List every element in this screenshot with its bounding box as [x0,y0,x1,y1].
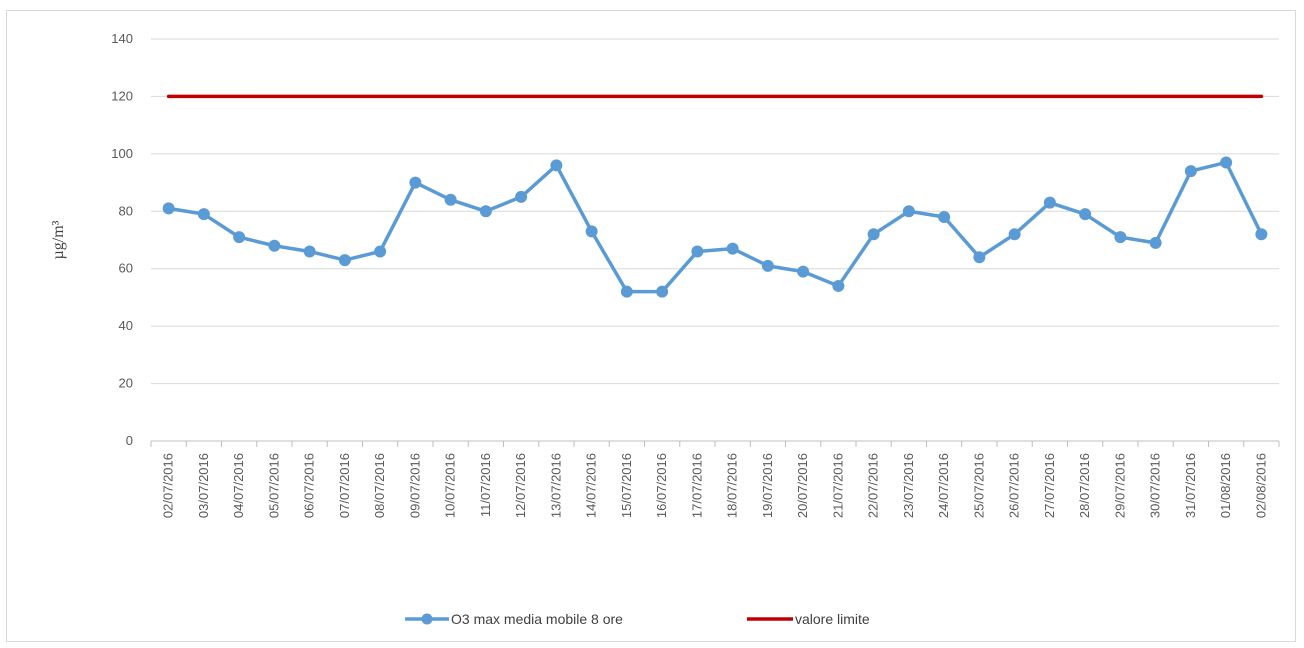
x-tick-label: 23/07/2016 [901,453,916,518]
data-point [338,254,351,267]
x-tick-label: 28/07/2016 [1077,453,1092,518]
x-tick-label: 02/07/2016 [161,453,176,518]
legend-marker [421,613,433,625]
data-point [832,279,845,292]
y-tick-label: 20 [119,376,133,391]
data-point [867,228,880,241]
data-point [656,285,669,298]
series-layer [162,94,1268,298]
legend-label: O3 max media mobile 8 ore [451,611,623,627]
data-point [1255,228,1268,241]
x-tick-label: 16/07/2016 [654,453,669,518]
x-tick-label: 22/07/2016 [866,453,881,518]
x-tick-label: 20/07/2016 [795,453,810,518]
gridlines [151,38,1279,385]
data-point [1184,165,1197,178]
data-point [233,231,246,244]
legend-label: valore limite [795,611,870,627]
x-tick-label: 08/07/2016 [372,453,387,518]
x-tick-label: 31/07/2016 [1183,453,1198,518]
x-tick-label: 30/07/2016 [1148,453,1163,518]
x-tick-label: 02/08/2016 [1253,453,1268,518]
x-tick-label: 06/07/2016 [302,453,317,518]
data-point [444,193,457,206]
legend: O3 max media mobile 8 ore valore limite [405,611,870,627]
data-point [691,245,704,258]
y-tick-label: 80 [119,203,133,218]
data-point [162,202,175,215]
x-tick-label: 01/08/2016 [1218,453,1233,518]
y-tick-label: 100 [111,146,133,161]
y-tick-label: 60 [119,261,133,276]
legend-item-series: O3 max media mobile 8 ore [405,611,623,627]
x-tick-label: 05/07/2016 [266,453,281,518]
data-point [1008,228,1021,241]
x-tick-label: 03/07/2016 [196,453,211,518]
data-point [585,225,598,238]
y-tick-label: 0 [126,433,133,448]
data-point [797,265,810,278]
data-point [938,211,951,224]
series-line [166,160,1264,294]
data-point [303,245,316,258]
y-axis-title: µg/m³ [50,220,67,259]
x-tick-label: 17/07/2016 [689,453,704,518]
x-tick-label: 19/07/2016 [760,453,775,518]
x-tick-label: 09/07/2016 [407,453,422,518]
data-point [374,245,387,258]
x-tick-label: 13/07/2016 [548,453,563,518]
x-tick-label: 11/07/2016 [478,453,493,517]
x-tick-label: 25/07/2016 [971,453,986,518]
x-tick-label: 21/07/2016 [830,453,845,518]
data-point [268,239,281,252]
x-tick-label: 18/07/2016 [725,453,740,518]
data-point [1220,156,1233,169]
x-tick-label: 26/07/2016 [1007,453,1022,518]
data-point [1043,196,1056,209]
data-point [1114,231,1127,244]
data-point [726,242,739,255]
y-tick-label: 40 [119,318,133,333]
data-point [550,159,563,172]
x-tick-label: 04/07/2016 [231,453,246,518]
x-tick-label: 24/07/2016 [936,453,951,518]
data-point [973,251,986,264]
data-point [761,259,774,272]
x-tick-label: 29/07/2016 [1112,453,1127,518]
x-tick-label: 27/07/2016 [1042,453,1057,518]
data-point [197,208,210,221]
data-point [1079,208,1092,221]
data-point [515,190,528,203]
data-point [902,205,915,218]
data-point [620,285,633,298]
x-axis: 02/07/2016 03/07/2016 04/07/2016 05/07/2016… [150,440,1280,518]
y-tick-label: 120 [111,88,133,103]
y-tick-label: 140 [111,31,133,46]
x-tick-label: 14/07/2016 [584,453,599,518]
x-tick-label: 12/07/2016 [513,453,528,518]
x-tick-label: 07/07/2016 [337,453,352,518]
data-point [479,205,492,218]
y-axis-ticks: 0 20 40 60 80 100 120 140 [111,31,133,448]
x-tick-label: 15/07/2016 [619,453,634,518]
data-point [409,176,422,189]
x-tick-label: 10/07/2016 [443,453,458,518]
chart-area: 0 20 40 60 80 100 120 140 02/07/2016 03/07/2016 0… [6,10,1296,642]
legend-item-limit: valore limite [747,611,870,627]
data-series [162,156,1268,298]
data-point [1149,236,1162,249]
